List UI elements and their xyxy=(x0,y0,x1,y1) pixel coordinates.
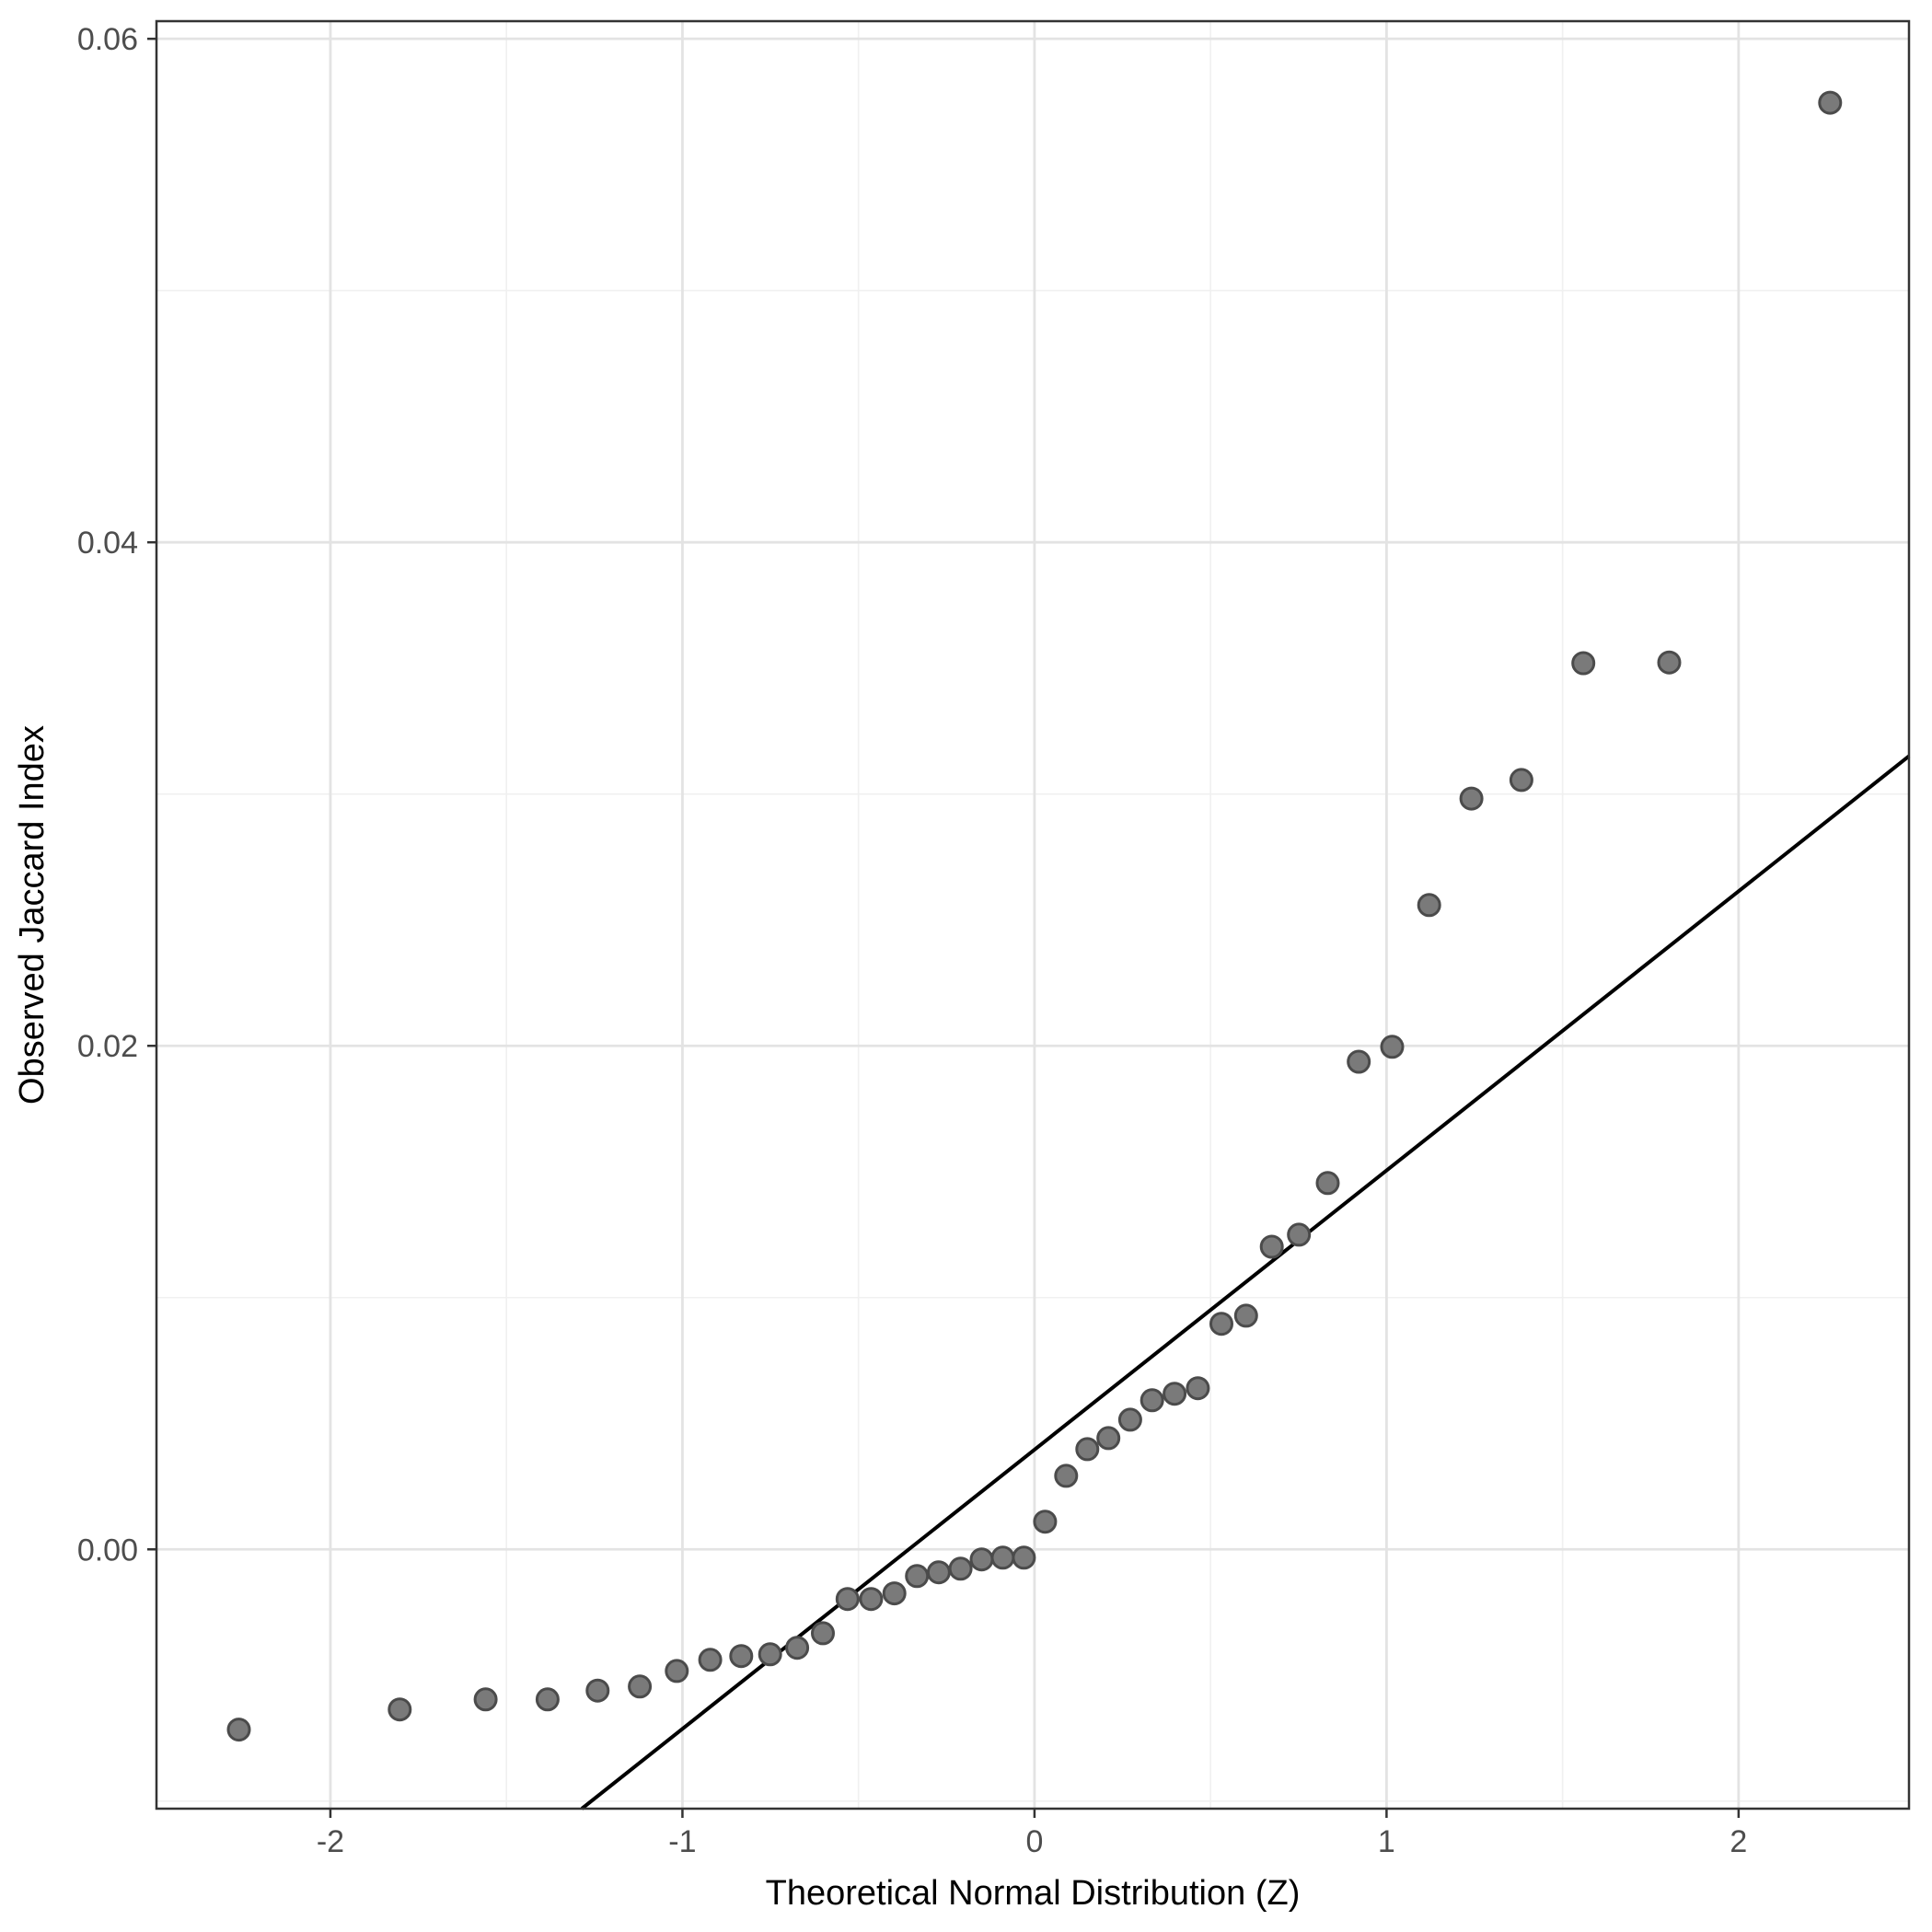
qq-point xyxy=(1096,1426,1121,1451)
qq-point xyxy=(665,1659,689,1683)
panel-background xyxy=(156,21,1909,1809)
panel xyxy=(155,19,1911,1811)
x-tick-label: 1 xyxy=(1378,1824,1395,1859)
minor-gridlines xyxy=(156,21,1909,1809)
qq-point xyxy=(535,1687,560,1712)
y-axis-ticks xyxy=(147,37,156,1551)
qq-point xyxy=(969,1547,994,1572)
qq-point xyxy=(1287,1222,1312,1247)
qq-point xyxy=(1657,650,1682,675)
qq-point xyxy=(1233,1303,1258,1328)
qq-point xyxy=(1186,1376,1210,1401)
x-axis-title: Theoretical Normal Distribution (Z) xyxy=(766,1874,1301,1913)
qq-reference-line-group xyxy=(580,754,1911,1811)
qq-point xyxy=(1209,1312,1233,1336)
qq-point xyxy=(1117,1407,1142,1432)
y-axis-title: Observed Jaccard Index xyxy=(13,725,52,1105)
qq-point xyxy=(1012,1545,1036,1570)
qq-point xyxy=(882,1581,907,1606)
qq-point xyxy=(1163,1382,1187,1406)
y-tick-label: 0.04 xyxy=(77,526,138,561)
y-tick-label: 0.06 xyxy=(77,22,138,57)
qq-point xyxy=(811,1621,835,1646)
qq-point xyxy=(926,1560,951,1585)
x-axis-ticks xyxy=(329,1809,1741,1818)
y-tick-label: 0.02 xyxy=(77,1029,138,1064)
x-tick-label: -2 xyxy=(317,1824,344,1859)
qq-point xyxy=(1459,786,1484,811)
qq-point xyxy=(1571,651,1596,676)
qq-point xyxy=(1380,1035,1405,1059)
qq-point xyxy=(1075,1437,1100,1462)
qq-point xyxy=(835,1587,860,1612)
qq-point xyxy=(473,1687,498,1712)
qq-point xyxy=(1054,1463,1079,1488)
qq-point xyxy=(698,1648,723,1672)
qq-point xyxy=(729,1644,754,1669)
scatter-points xyxy=(226,90,1843,1742)
qq-point xyxy=(990,1545,1015,1570)
qq-point xyxy=(758,1642,782,1667)
qq-point xyxy=(1417,893,1441,918)
qq-point xyxy=(226,1718,251,1742)
x-tick-label: 2 xyxy=(1730,1824,1747,1859)
qq-point xyxy=(628,1674,653,1699)
qq-point xyxy=(1259,1234,1284,1259)
x-tick-label: -1 xyxy=(668,1824,696,1859)
major-gridlines xyxy=(156,21,1909,1809)
qq-point xyxy=(1033,1510,1058,1534)
y-axis-tick-labels: 0.00 0.02 0.04 0.06 xyxy=(77,22,138,1568)
x-axis-tick-labels: -2 -1 0 1 2 xyxy=(317,1824,1748,1859)
qq-point xyxy=(905,1564,930,1589)
qq-point xyxy=(1140,1388,1164,1413)
qq-point xyxy=(585,1678,610,1703)
qq-point xyxy=(859,1587,884,1612)
qq-point xyxy=(1347,1049,1371,1074)
x-tick-label: 0 xyxy=(1025,1824,1043,1859)
y-tick-label: 0.00 xyxy=(77,1533,138,1568)
qq-point xyxy=(1509,768,1533,792)
qq-point xyxy=(1315,1171,1340,1196)
panel-border xyxy=(155,19,1911,1811)
qq-reference-line xyxy=(580,754,1911,1811)
qq-point xyxy=(948,1556,973,1581)
qq-point xyxy=(1818,90,1843,115)
qq-point xyxy=(388,1697,412,1722)
qq-point xyxy=(785,1636,810,1660)
